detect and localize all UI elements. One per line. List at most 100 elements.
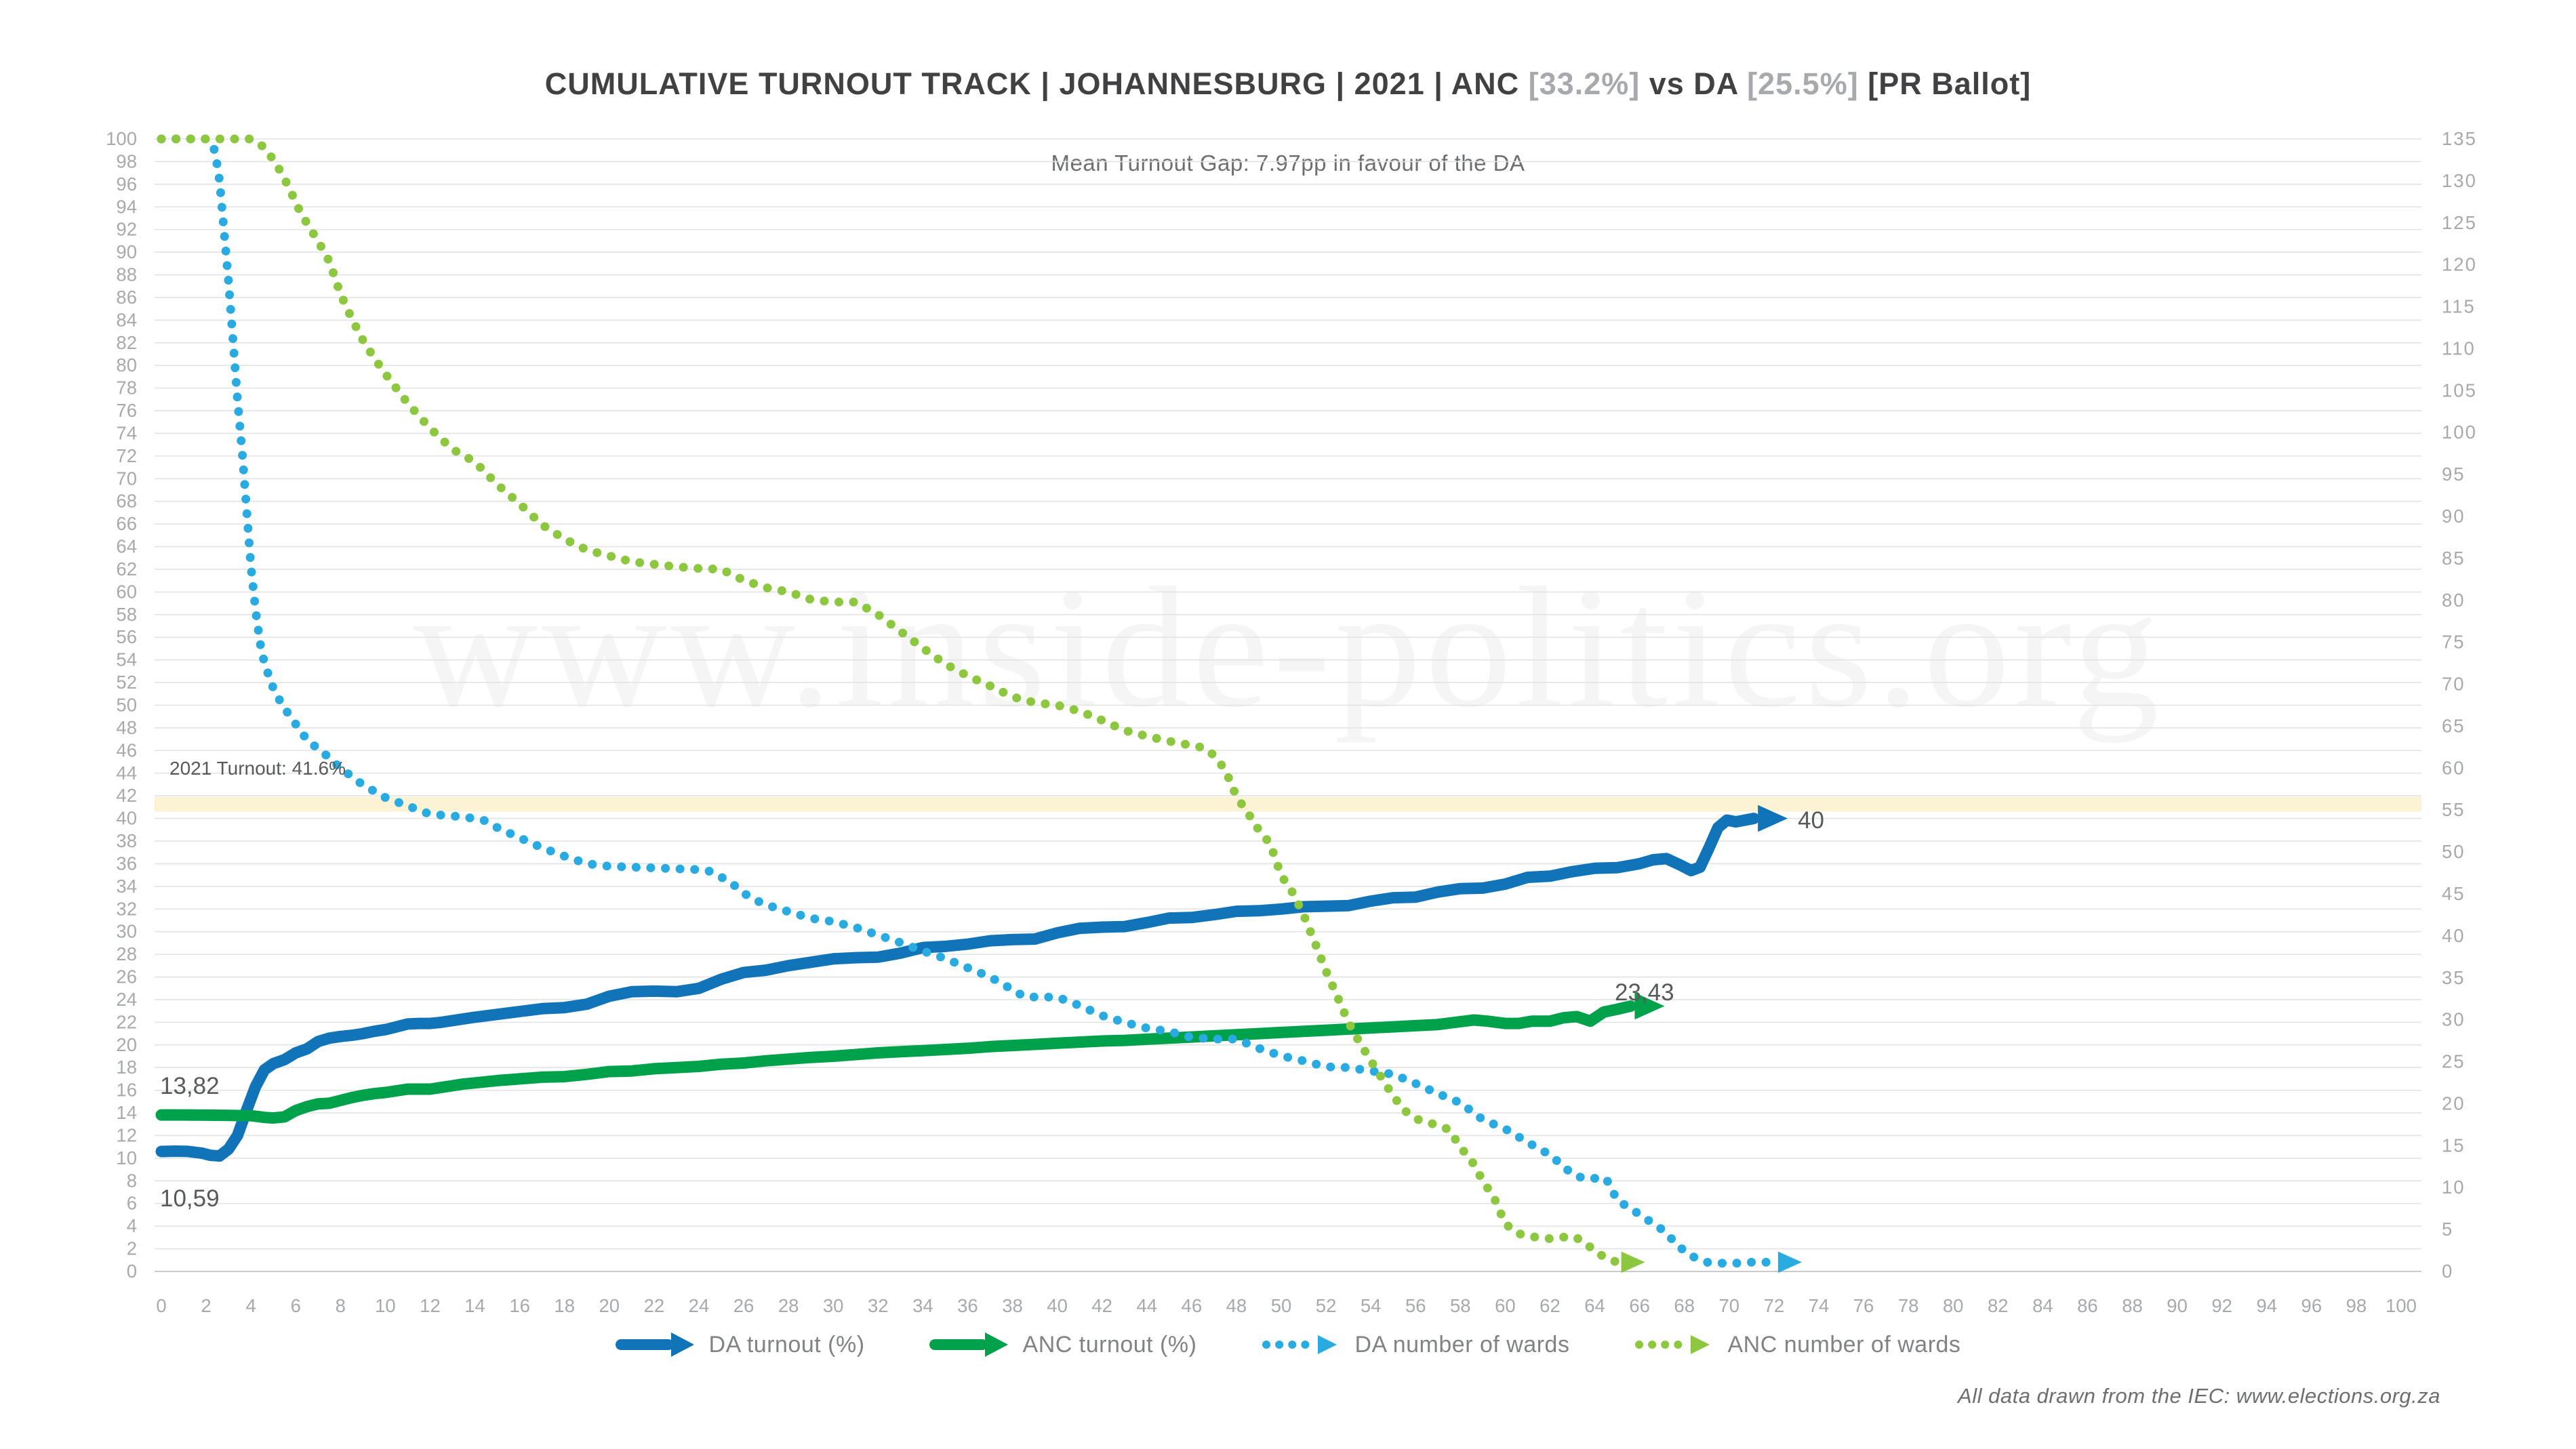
turnout-band [155,796,2421,812]
right-axis-tick: 45 [2442,883,2466,904]
right-axis-tick: 125 [2442,212,2477,233]
right-axis-tick: 95 [2442,464,2466,485]
left-axis-tick: 0 [127,1261,137,1282]
left-axis-tick: 2 [127,1238,137,1259]
left-axis-tick: 36 [116,853,137,874]
x-axis-tick: 36 [957,1295,978,1316]
gridlines-layer [155,138,2421,1272]
left-axis-tick: 6 [127,1193,137,1214]
right-axis-tick: 105 [2442,380,2477,401]
x-axis-tick: 24 [689,1295,710,1316]
left-axis-tick: 30 [116,921,137,942]
right-axis-tick: 120 [2442,254,2477,275]
series-line-da-turnout- [155,813,1760,1162]
right-axis-tick: 85 [2442,548,2466,569]
x-axis-tick: 18 [554,1295,575,1316]
left-axis-tick: 24 [116,989,137,1010]
right-axis-tick: 65 [2442,715,2466,736]
x-axis-tick: 98 [2346,1295,2367,1316]
x-axis-tick: 64 [1584,1295,1605,1316]
right-axis-tick: 25 [2442,1051,2466,1072]
x-axis-tick: 16 [509,1295,530,1316]
x-axis-tick: 48 [1226,1295,1247,1316]
x-axis-tick: 0 [156,1295,166,1316]
left-axis-tick: 90 [116,241,137,262]
left-axis-tick: 84 [116,309,137,330]
x-axis-tick: 34 [912,1295,933,1316]
left-axis-tick: 8 [127,1170,137,1191]
x-axis-tick: 12 [420,1295,441,1316]
legend-label: DA turnout (%) [708,1331,865,1358]
x-axis-tick: 78 [1898,1295,1919,1316]
right-axis-tick: 20 [2442,1093,2466,1114]
x-axis-tick: 70 [1719,1295,1740,1316]
x-axis-tick-labels: 0 2 4 6 8 10 12 14 16 18 20 22 24 26 28 30 32 34 36 38 40 42 4… [156,1295,2417,1316]
x-axis-tick: 42 [1091,1295,1112,1316]
x-axis-tick: 82 [1988,1295,2009,1316]
x-axis-tick: 84 [2032,1295,2053,1316]
chart-title-main: CUMULATIVE TURNOUT TRACK | JOHANNESBURG … [544,66,1529,101]
left-axis-tick: 54 [116,649,137,670]
left-axis-tick-labels: 0246810121416182022242628303234363840424… [106,128,137,1282]
x-axis-tick: 62 [1539,1295,1561,1316]
left-axis-tick: 92 [116,219,137,240]
left-axis-tick: 28 [116,943,137,964]
left-axis-tick: 18 [116,1057,137,1078]
right-axis-tick: 50 [2442,841,2466,862]
chart-title-da-pct: [25.5%] [1747,66,1859,101]
x-axis-tick: 96 [2301,1295,2322,1316]
legend-arrowhead [1691,1335,1710,1354]
left-axis-tick: 42 [116,785,137,806]
left-axis-tick: 46 [116,739,137,760]
right-axis-tick: 60 [2442,757,2466,778]
right-axis-tick: 115 [2442,296,2476,317]
right-axis-tick: 30 [2442,1009,2466,1030]
left-axis-tick: 96 [116,174,137,195]
left-axis-tick: 58 [116,604,137,625]
series-line-anc-number-of-wards [157,134,1622,1267]
left-axis-tick: 38 [116,830,137,851]
x-axis-tick: 38 [1002,1295,1023,1316]
x-axis-tick: 6 [291,1295,301,1316]
left-axis-tick: 66 [116,513,137,534]
left-axis-tick: 44 [116,762,137,783]
left-axis-tick: 88 [116,264,137,285]
x-axis-tick: 26 [733,1295,754,1316]
right-axis-tick: 10 [2442,1177,2466,1198]
left-axis-tick: 52 [116,672,137,693]
left-axis-tick: 86 [116,287,137,308]
left-axis-tick: 14 [116,1102,137,1123]
left-axis-tick: 62 [116,558,137,579]
source-note: All data drawn from the IEC: www.electio… [1958,1384,2440,1408]
left-axis-tick: 94 [116,196,137,217]
solid-line-arrow-icon [615,1332,694,1357]
left-axis-tick: 98 [116,150,137,171]
legend-item-da-turnout-: DA turnout (%) [615,1330,865,1360]
x-axis-tick: 20 [599,1295,620,1316]
left-axis-tick: 16 [116,1080,137,1101]
x-axis-tick: 40 [1047,1295,1068,1316]
right-axis-tick: 90 [2442,506,2466,527]
x-axis-tick: 46 [1182,1295,1203,1316]
left-axis-tick: 76 [116,400,137,421]
x-axis-tick: 72 [1764,1295,1785,1316]
legend-arrowhead [984,1332,1008,1357]
x-axis-tick: 44 [1136,1295,1157,1316]
x-axis-tick: 100 [2386,1295,2417,1316]
legend-item-anc-number-of-wards: ANC number of wards [1634,1330,1960,1360]
turnout-band-label: 2021 Turnout: 41.6% [169,758,346,779]
left-axis-tick: 100 [106,128,137,149]
right-axis-tick: 35 [2442,967,2466,988]
left-axis-tick: 40 [116,808,137,829]
legend-arrowhead [1318,1335,1337,1354]
series-arrowhead [1621,1251,1645,1273]
right-axis-tick: 55 [2442,799,2466,820]
left-axis-tick: 34 [116,876,137,897]
x-axis-tick: 54 [1361,1295,1382,1316]
left-axis-tick: 20 [116,1034,137,1055]
chart-title-ballot: [PR Ballot] [1858,66,2032,101]
right-axis-tick: 40 [2442,925,2466,946]
x-axis-tick: 88 [2122,1295,2143,1316]
left-axis-tick: 22 [116,1011,137,1032]
